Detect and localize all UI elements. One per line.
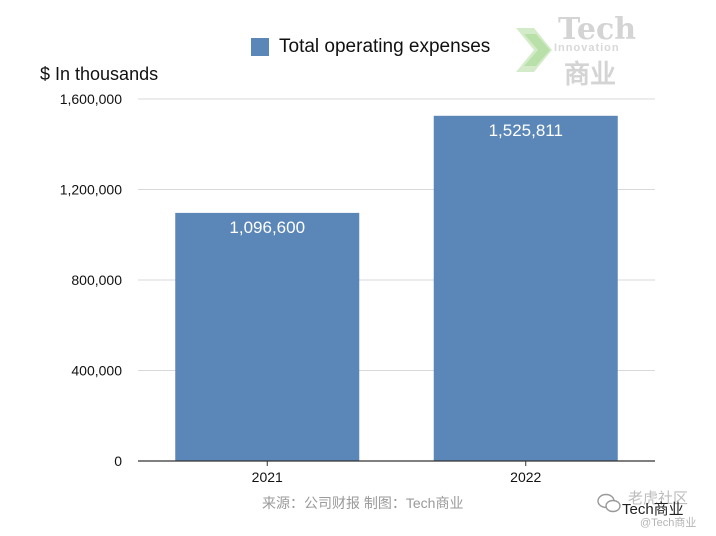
tech-innovation-logo: Tech Innovation 商业: [512, 12, 642, 89]
watermark-community-text: 老虎社区: [628, 490, 689, 507]
y-tick-label: 400,000: [71, 363, 122, 379]
legend-label: Total operating expenses: [279, 36, 491, 57]
y-tick-label: 1,200,000: [60, 182, 122, 198]
x-tick-label: 2022: [510, 469, 541, 485]
y-tick-label: 1,600,000: [60, 91, 122, 107]
watermark-handle-text: @Tech商业: [640, 517, 697, 529]
legend-swatch: [251, 38, 269, 56]
data-label-2021: 1,096,600: [229, 218, 305, 237]
axes: [138, 460, 655, 466]
y-axis-label: $ In thousands: [40, 64, 159, 84]
data-label-2022: 1,525,811: [489, 121, 563, 140]
y-tick-label: 0: [114, 453, 122, 469]
chat-bubble-icon: [597, 493, 621, 513]
source-note: 来源：公司财报 制图：Tech商业: [262, 495, 464, 511]
bar-2022: [433, 115, 618, 461]
x-tick-label: 2021: [252, 469, 283, 485]
logo-chinese-text: 商业: [564, 59, 617, 89]
arrow-logo-icon: [516, 28, 552, 72]
logo-innovation-text: Innovation: [554, 42, 620, 54]
labels: 0 400,000 800,000 1,200,000 1,600,000 2021 1,0…: [60, 91, 563, 485]
bars: [175, 115, 618, 461]
logo-tech-text: Tech: [558, 12, 637, 47]
bar-2021: [175, 212, 360, 461]
watermark-brand-text: Tech商业: [622, 501, 684, 518]
community-watermark: 老虎社区 Tech商业 @Tech商业: [596, 488, 712, 532]
y-tick-label: 800,000: [71, 272, 122, 288]
legend: Total operating expenses: [251, 36, 490, 58]
